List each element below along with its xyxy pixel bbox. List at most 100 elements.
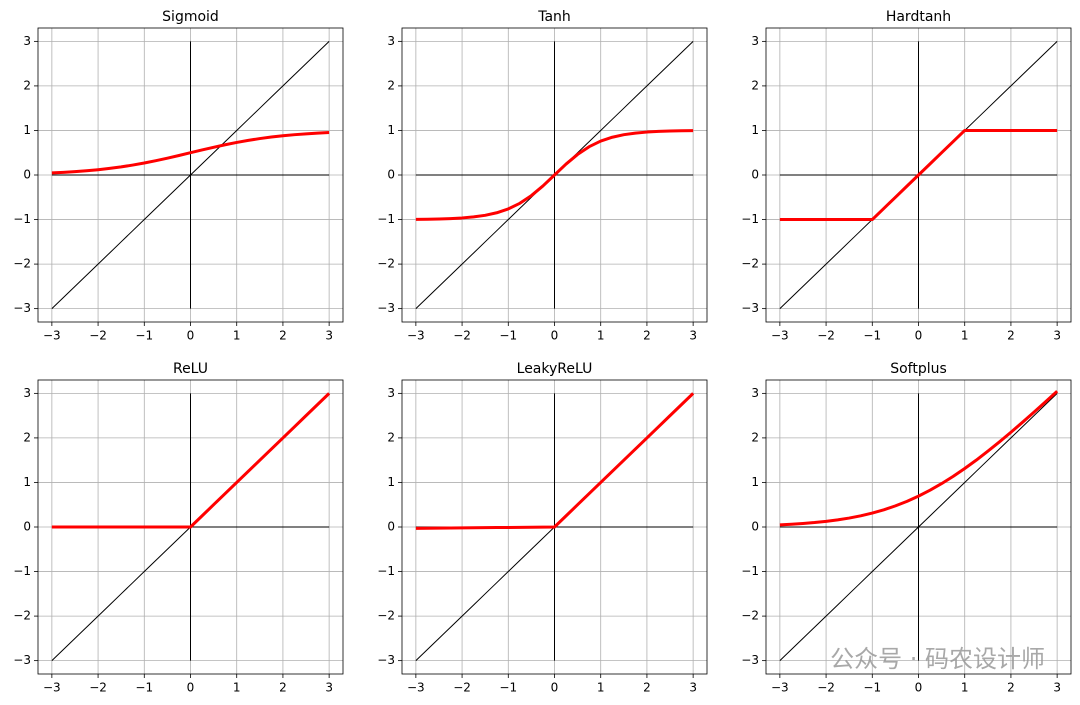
y-tick-label: 2 — [387, 430, 395, 444]
y-tick-label: 3 — [23, 34, 31, 48]
y-tick-label: 0 — [387, 168, 395, 182]
activation-curve — [415, 392, 695, 530]
x-tick-label: 2 — [1007, 329, 1015, 343]
activation-curve — [779, 128, 1058, 222]
y-tick-label: −3 — [13, 301, 31, 315]
x-tick-label: 1 — [961, 329, 969, 343]
x-tick-label: 0 — [551, 681, 559, 695]
y-tick-label: 3 — [387, 34, 395, 48]
x-tick-label: −2 — [453, 681, 471, 695]
activation-curve — [51, 131, 330, 175]
y-tick-label: −1 — [13, 564, 31, 578]
y-tick-label: −2 — [741, 609, 759, 623]
x-tick-label: 1 — [233, 329, 241, 343]
y-tick-label: 2 — [23, 430, 31, 444]
plot-frame — [401, 379, 708, 675]
x-tick-label: −3 — [407, 681, 425, 695]
x-tick-label: −3 — [771, 329, 789, 343]
subplot-title: Tanh — [537, 9, 571, 25]
y-tick-label: 1 — [751, 123, 759, 137]
y-tick-label: −3 — [377, 301, 395, 315]
y-tick-label: −1 — [13, 212, 31, 226]
y-tick-label: −3 — [741, 653, 759, 667]
x-tick-label: 3 — [1053, 329, 1061, 343]
x-tick-label: 1 — [233, 681, 241, 695]
x-tick-label: 0 — [915, 681, 923, 695]
x-tick-label: 1 — [597, 329, 605, 343]
subplot-title: Softplus — [890, 361, 947, 377]
y-tick-label: −1 — [377, 212, 395, 226]
x-tick-label: 2 — [643, 681, 651, 695]
subplot-title: LeakyReLU — [517, 361, 593, 377]
y-tick-label: −3 — [13, 653, 31, 667]
y-tick-label: 3 — [751, 34, 759, 48]
activation-curve — [415, 129, 694, 221]
y-tick-label: 1 — [387, 123, 395, 137]
y-tick-label: −2 — [13, 609, 31, 623]
plot-frame — [37, 379, 344, 675]
identity-line — [779, 393, 1058, 661]
x-tick-label: 0 — [551, 329, 559, 343]
x-tick-label: 2 — [279, 329, 287, 343]
x-tick-label: 0 — [915, 329, 923, 343]
x-tick-label: −3 — [407, 329, 425, 343]
x-tick-label: −1 — [863, 681, 881, 695]
x-tick-label: 1 — [961, 681, 969, 695]
watermark: 公众号 · 码农设计师 — [830, 645, 1045, 673]
y-tick-label: 1 — [751, 475, 759, 489]
x-tick-label: 3 — [325, 681, 333, 695]
x-tick-label: −1 — [135, 681, 153, 695]
x-tick-label: 2 — [1007, 681, 1015, 695]
activation-curve — [51, 392, 331, 529]
x-tick-label: −2 — [817, 681, 835, 695]
y-tick-label: 0 — [23, 520, 31, 534]
x-tick-label: 3 — [689, 329, 697, 343]
y-tick-label: 0 — [751, 168, 759, 182]
y-tick-label: 2 — [751, 78, 759, 92]
x-tick-label: −1 — [863, 329, 881, 343]
x-tick-label: 2 — [643, 329, 651, 343]
y-tick-label: 0 — [387, 520, 395, 534]
y-tick-label: 1 — [23, 475, 31, 489]
x-tick-label: 3 — [1053, 681, 1061, 695]
plot-frame — [765, 379, 1072, 675]
x-tick-label: 2 — [279, 681, 287, 695]
x-tick-label: −1 — [499, 329, 517, 343]
subplot-title: Hardtanh — [886, 9, 951, 25]
plot-frame — [37, 27, 344, 323]
x-tick-label: −2 — [453, 329, 471, 343]
x-tick-label: −2 — [89, 681, 107, 695]
y-tick-label: −3 — [741, 301, 759, 315]
y-tick-label: −2 — [13, 257, 31, 271]
identity-line — [51, 41, 330, 309]
y-tick-label: 2 — [387, 78, 395, 92]
x-tick-label: −3 — [43, 329, 61, 343]
plot-frame — [401, 27, 708, 323]
y-tick-label: 3 — [23, 386, 31, 400]
y-tick-label: 2 — [23, 78, 31, 92]
x-tick-label: −3 — [43, 681, 61, 695]
x-tick-label: 1 — [597, 681, 605, 695]
y-tick-label: 3 — [387, 386, 395, 400]
plot-frame — [765, 27, 1072, 323]
activation-curve — [779, 390, 1059, 527]
y-tick-label: −2 — [741, 257, 759, 271]
y-tick-label: 3 — [751, 386, 759, 400]
y-tick-label: 1 — [387, 475, 395, 489]
subplot-title: ReLU — [173, 361, 208, 377]
y-tick-label: −1 — [741, 564, 759, 578]
y-tick-label: 2 — [751, 430, 759, 444]
y-tick-label: −2 — [377, 257, 395, 271]
y-tick-label: −1 — [377, 564, 395, 578]
x-tick-label: 3 — [689, 681, 697, 695]
x-tick-label: −1 — [135, 329, 153, 343]
x-tick-label: −2 — [817, 329, 835, 343]
y-tick-label: −3 — [377, 653, 395, 667]
subplot-title: Sigmoid — [162, 9, 219, 25]
x-tick-label: −1 — [499, 681, 517, 695]
x-tick-label: −2 — [89, 329, 107, 343]
x-tick-label: 3 — [325, 329, 333, 343]
x-tick-label: −3 — [771, 681, 789, 695]
